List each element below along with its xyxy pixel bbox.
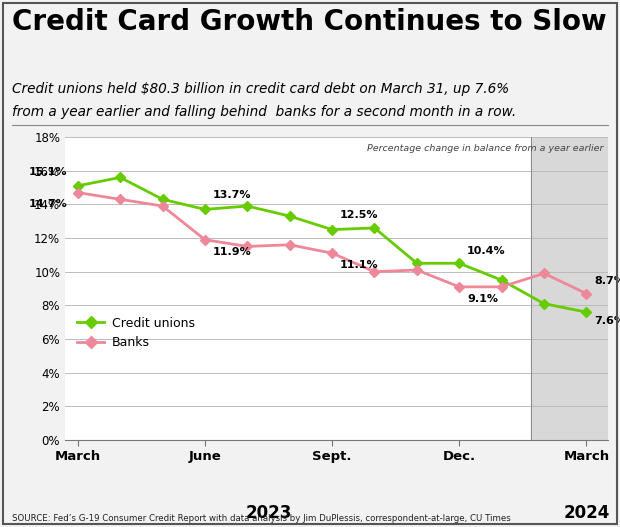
Text: 8.7%: 8.7%: [594, 276, 620, 286]
Text: Credit Card Growth Continues to Slow: Credit Card Growth Continues to Slow: [12, 8, 607, 36]
Text: 2024: 2024: [563, 504, 609, 522]
Bar: [531, 137, 608, 440]
Text: SOURCE: Fed’s G-19 Consumer Credit Report with data analysis by Jim DuPlessis, c: SOURCE: Fed’s G-19 Consumer Credit Repor…: [12, 514, 511, 523]
Text: 15.1%: 15.1%: [29, 167, 67, 177]
Text: 12.5%: 12.5%: [340, 210, 378, 220]
Text: 13.7%: 13.7%: [213, 190, 251, 200]
Text: Credit unions held $80.3 billion in credit card debt on March 31, up 7.6%: Credit unions held $80.3 billion in cred…: [12, 82, 510, 96]
Text: 10.4%: 10.4%: [467, 246, 505, 256]
Text: 14.7%: 14.7%: [29, 199, 67, 209]
Text: 11.9%: 11.9%: [213, 247, 251, 257]
Text: 2023: 2023: [246, 504, 292, 522]
Text: from a year earlier and falling behind  banks for a second month in a row.: from a year earlier and falling behind b…: [12, 105, 516, 120]
Text: 11.1%: 11.1%: [340, 260, 378, 270]
Legend: Credit unions, Banks: Credit unions, Banks: [77, 317, 195, 349]
Text: 9.1%: 9.1%: [467, 294, 498, 304]
Text: Percentage change in balance from a year earlier: Percentage change in balance from a year…: [367, 144, 603, 153]
Text: 7.6%: 7.6%: [594, 316, 620, 326]
